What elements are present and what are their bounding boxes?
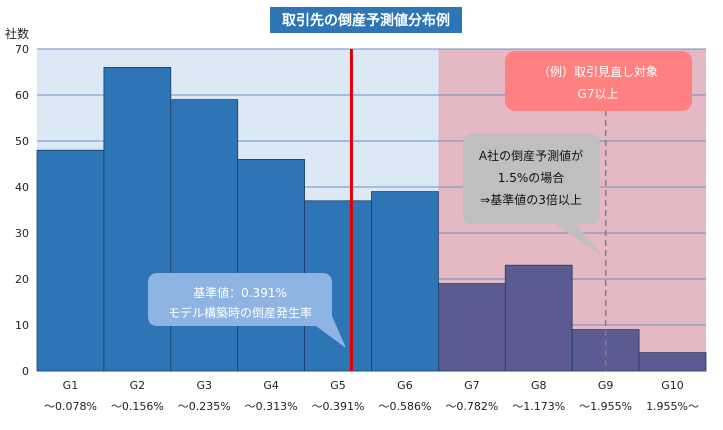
y-tick-label-10: 10 [15,319,29,332]
review-callout-box [505,51,692,111]
review-callout-line2: G7以上 [578,87,619,101]
baseline-callout: 基準値：0.391% モデル構築時の倒産発生率 [148,273,346,348]
y-tick-label-60: 60 [15,89,29,102]
y-tick-label-40: 40 [15,181,29,194]
bar-G6 [371,191,439,372]
bars [36,67,707,372]
y-ticks: 0 10 20 30 40 50 60 70 [15,43,29,378]
bar-G4 [237,158,305,372]
baseline-callout-line2: モデル構築時の倒産発生率 [168,305,312,320]
x-range-label-G1: ～0.078% [44,400,97,413]
baseline-callout-line1: 基準値：0.391% [193,285,287,300]
y-tick-label-30: 30 [15,227,29,240]
y-tick-label-20: 20 [15,273,29,286]
bar-G3 [170,99,239,372]
company-callout-line1: A社の倒産予測値が [479,148,583,163]
x-category-label-G5: G5 [330,379,346,392]
x-labels: G1 ～0.078% G2 ～0.156% G3 ～0.235% G4 ～0.313% G5 ～0… [44,379,699,413]
x-range-label-G4: ～0.313% [245,400,298,413]
x-category-label-G6: G6 [397,379,413,392]
bar-G8 [504,264,573,372]
baseline-callout-bubble [148,273,346,348]
bar-G10 [638,352,707,372]
y-axis-label: 社数 [5,26,29,41]
x-range-label-G8: ～1.173% [512,400,565,413]
company-callout: A社の倒産予測値が 1.5%の場合 ⇒基準値の3倍以上 [463,134,603,256]
bar-G7 [437,283,506,372]
x-category-label-G3: G3 [196,379,212,392]
review-callout-line1: （例）取引見直し対象 [538,65,658,79]
company-callout-bubble [463,134,603,256]
review-callout: （例）取引見直し対象 G7以上 [505,51,692,111]
x-range-label-G6: ～0.586% [378,400,431,413]
bar-G1 [36,149,105,372]
y-tick-label-50: 50 [15,135,29,148]
company-callout-line3: ⇒基準値の3倍以上 [480,192,582,207]
x-range-label-G2: ～0.156% [111,400,164,413]
x-range-label-G9: ～1.955% [579,400,632,413]
x-category-label-G4: G4 [263,379,279,392]
x-range-label-G7: ～0.782% [445,400,498,413]
company-callout-line2: 1.5%の場合 [498,170,565,185]
x-range-label-G5: ～0.391% [312,400,365,413]
x-range-label-G3: ～0.235% [178,400,231,413]
y-tick-label-0: 0 [22,365,29,378]
y-tick-label-70: 70 [15,43,29,56]
x-category-label-G1: G1 [63,379,79,392]
x-range-label-G10: 1.955%～ [646,400,699,413]
x-category-label-G2: G2 [130,379,146,392]
x-category-label-G9: G9 [598,379,614,392]
x-category-label-G10: G10 [661,379,684,392]
chart-title-bg [270,7,462,33]
x-category-label-G7: G7 [464,379,480,392]
x-category-label-G8: G8 [531,379,547,392]
chart-title: 取引先の倒産予測値分布例 [282,12,450,29]
